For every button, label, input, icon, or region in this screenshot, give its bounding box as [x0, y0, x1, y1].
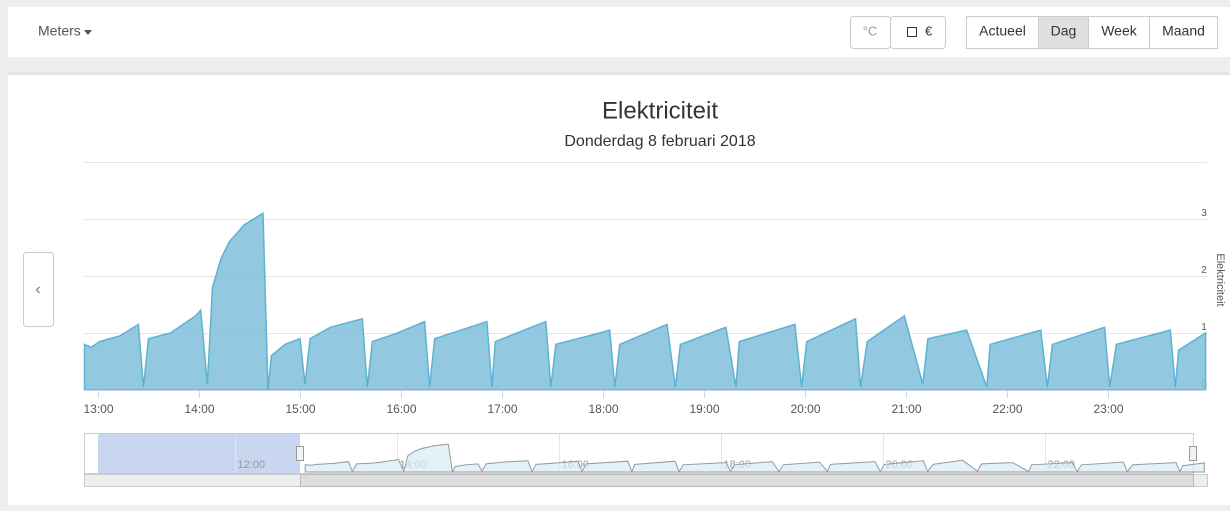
checkbox[interactable] [907, 27, 917, 37]
y-axis-title: Elektriciteit [1214, 253, 1226, 306]
navigator-tick-label: 12:00 [238, 459, 266, 471]
chart-title: Elektriciteit [602, 97, 718, 124]
navigator-selection[interactable] [98, 434, 300, 473]
x-tick-label: 19:00 [689, 402, 719, 416]
y-tick-label: 3 [1201, 208, 1207, 219]
euro-label: € [925, 23, 933, 38]
x-tick-label: 17:00 [487, 402, 517, 416]
euro-button[interactable] [890, 16, 946, 49]
x-tick-label: 18:00 [588, 402, 618, 416]
x-tick-label: 16:00 [386, 402, 416, 416]
panel-border [8, 72, 1230, 75]
prev-arrow: ‹ [35, 281, 40, 298]
scrollbar-thumb[interactable] [300, 474, 1194, 487]
x-tick-label: 13:00 [83, 402, 113, 416]
y-tick-label: 2 [1201, 265, 1207, 276]
period-label: Dag [1051, 23, 1077, 39]
navigator-handle[interactable] [296, 446, 304, 461]
chart-panel [8, 72, 1230, 505]
chart-subtitle: Donderdag 8 februari 2018 [564, 133, 755, 150]
area [83, 211, 1207, 391]
period-button[interactable] [1149, 16, 1218, 49]
navigator-area [304, 443, 1205, 474]
caret [84, 30, 92, 35]
meters-menu[interactable]: Meters [38, 23, 81, 39]
y-tick-label: 1 [1201, 322, 1207, 333]
period-label: Actueel [979, 23, 1026, 39]
period-button[interactable] [1088, 16, 1150, 49]
period-button[interactable] [1038, 16, 1089, 49]
x-tick-label: 23:00 [1093, 402, 1123, 416]
x-tick-label: 22:00 [992, 402, 1022, 416]
prev-button[interactable] [23, 252, 54, 327]
x-tick-label: 21:00 [891, 402, 921, 416]
celsius-label: °C [863, 23, 878, 38]
period-label: Week [1101, 23, 1138, 39]
period-button[interactable] [966, 16, 1039, 49]
navigator-handle[interactable] [1189, 446, 1197, 461]
x-tick-label: 20:00 [790, 402, 820, 416]
period-label: Maand [1162, 23, 1205, 39]
x-tick-label: 15:00 [285, 402, 315, 416]
x-tick-label: 14:00 [184, 402, 214, 416]
